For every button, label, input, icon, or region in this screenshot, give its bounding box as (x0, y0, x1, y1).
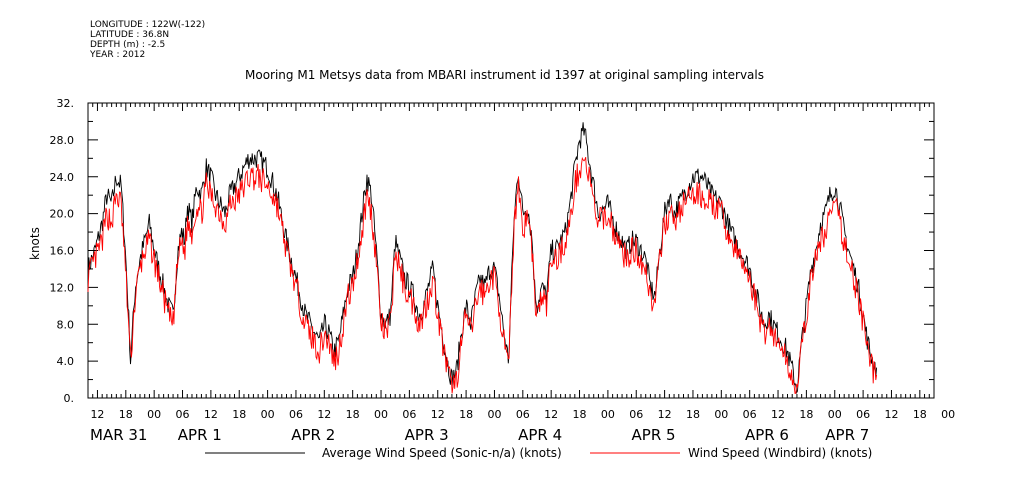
x-tick-label: 00 (487, 408, 501, 421)
y-tick-label: 24.0 (50, 171, 75, 184)
legend-series-1-label: Average Wind Speed (Sonic-n/a) (knots) (322, 446, 562, 460)
depth-label: DEPTH (m) : -2.5 (90, 40, 166, 50)
series-line-2 (87, 156, 878, 394)
x-tick-label: 12 (204, 408, 218, 421)
x-tick-label: 06 (743, 408, 757, 421)
x-tick-label: 12 (658, 408, 672, 421)
x-tick-label: 18 (459, 408, 473, 421)
y-tick-label: 8.0 (57, 318, 75, 331)
y-tick-label: 16.0 (50, 245, 75, 258)
x-tick-label: 00 (601, 408, 615, 421)
x-tick-label: 00 (374, 408, 388, 421)
plot-frame (87, 102, 935, 399)
x-tick-label: 12 (884, 408, 898, 421)
date-label: APR 1 (178, 426, 222, 444)
x-tick-label: 18 (686, 408, 700, 421)
y-tick-label: 12.0 (50, 281, 75, 294)
x-tick-label: 18 (573, 408, 587, 421)
y-tick-label: 0. (64, 392, 75, 405)
y-tick-label: 4.0 (57, 355, 75, 368)
x-tick-label: 00 (147, 408, 161, 421)
x-tick-label: 12 (431, 408, 445, 421)
series-line-1 (87, 122, 878, 395)
x-tick-label: 18 (913, 408, 927, 421)
x-tick-label: 06 (516, 408, 530, 421)
year-label: YEAR : 2012 (90, 50, 146, 60)
legend-series-2-label: Wind Speed (Windbird) (knots) (688, 446, 873, 460)
x-tick-label: 12 (771, 408, 785, 421)
date-label: APR 3 (405, 426, 449, 444)
x-tick-label: 06 (402, 408, 416, 421)
date-label: MAR 31 (90, 426, 147, 444)
x-tick-label: 12 (90, 408, 104, 421)
x-tick-label: 00 (828, 408, 842, 421)
x-tick-label: 18 (346, 408, 360, 421)
x-tick-label: 00 (941, 408, 955, 421)
x-tick-label: 06 (289, 408, 303, 421)
x-tick-label: 06 (629, 408, 643, 421)
y-tick-label: 20.0 (50, 208, 75, 221)
meta-info: LONGITUDE : 122W(-122) LATITUDE : 36.8N … (90, 20, 205, 60)
chart-title: Mooring M1 Metsys data from MBARI instru… (245, 68, 764, 82)
date-label: APR 4 (518, 426, 562, 444)
latitude-label: LATITUDE : 36.8N (90, 30, 170, 40)
longitude-label: LONGITUDE : 122W(-122) (90, 20, 206, 30)
x-tick-label: 18 (232, 408, 246, 421)
x-tick-label: 00 (714, 408, 728, 421)
y-tick-label: 32. (57, 97, 75, 110)
date-label: APR 2 (291, 426, 335, 444)
x-tick-label: 12 (317, 408, 331, 421)
x-tick-label: 18 (119, 408, 133, 421)
x-tick-label: 00 (261, 408, 275, 421)
date-label: APR 7 (825, 426, 869, 444)
date-label: APR 5 (632, 426, 676, 444)
x-tick-label: 06 (176, 408, 190, 421)
x-tick-label: 12 (544, 408, 558, 421)
y-tick-label: 28.0 (50, 134, 75, 147)
x-tick-label: 18 (799, 408, 813, 421)
date-label: APR 6 (745, 426, 789, 444)
x-tick-label: 06 (856, 408, 870, 421)
